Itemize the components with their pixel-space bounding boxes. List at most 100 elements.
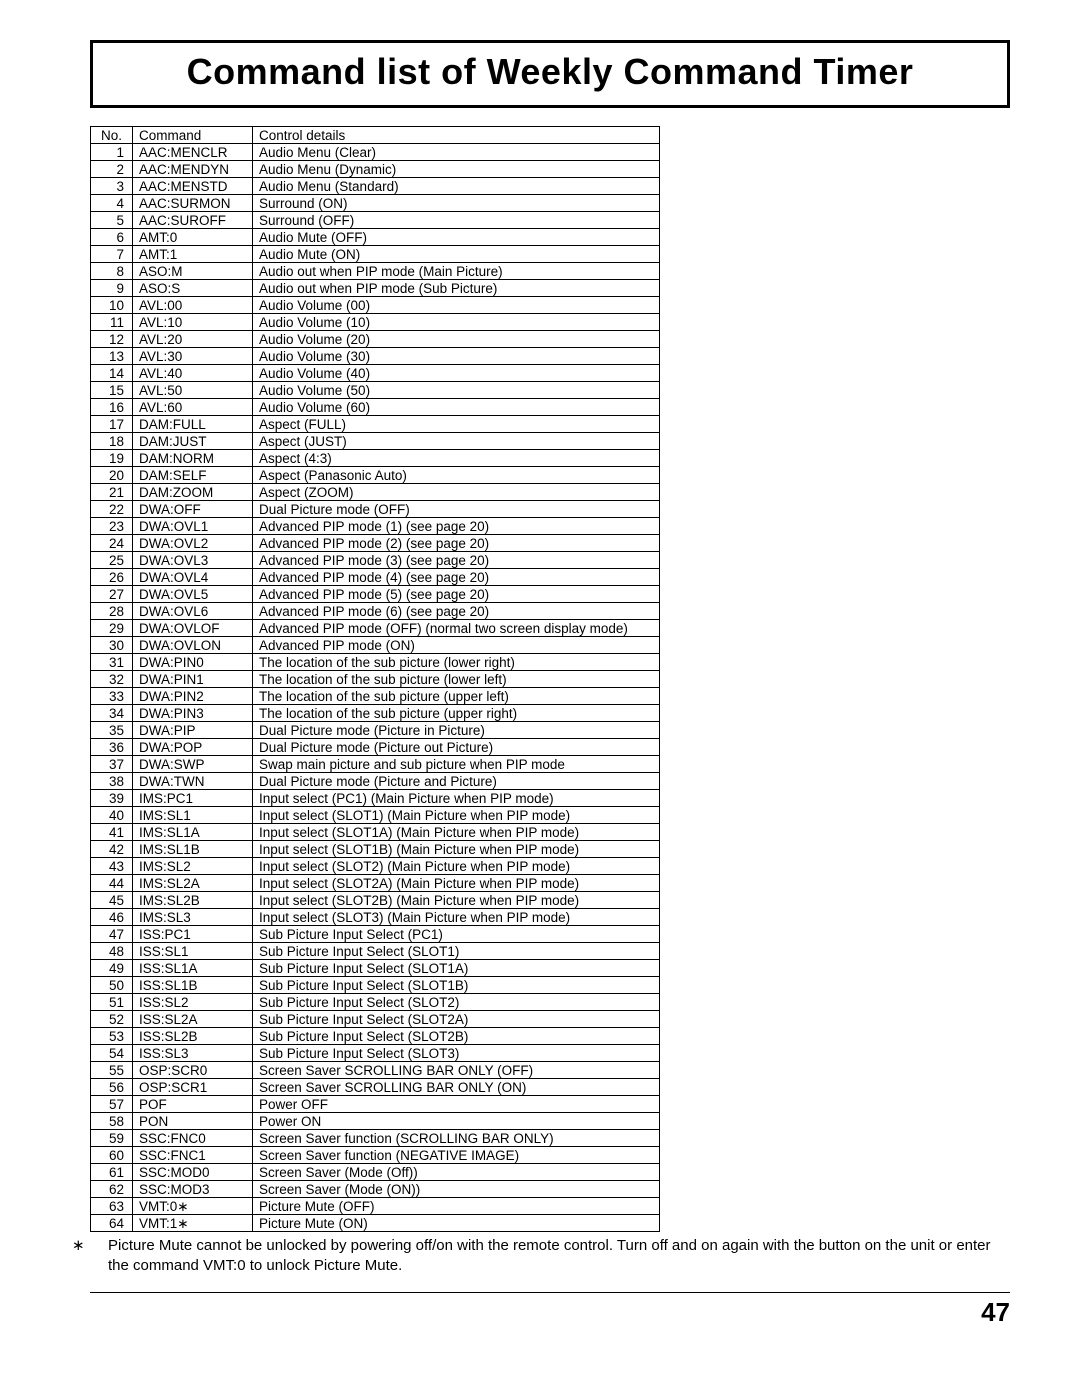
cell-no: 29 <box>91 620 133 637</box>
cell-details: Audio Volume (00) <box>253 297 660 314</box>
cell-no: 43 <box>91 858 133 875</box>
table-row: 62SSC:MOD3Screen Saver (Mode (ON)) <box>91 1181 660 1198</box>
cell-details: Surround (OFF) <box>253 212 660 229</box>
table-row: 11AVL:10Audio Volume (10) <box>91 314 660 331</box>
cell-command: DWA:OVL3 <box>133 552 253 569</box>
cell-details: Dual Picture mode (Picture and Picture) <box>253 773 660 790</box>
cell-no: 60 <box>91 1147 133 1164</box>
table-row: 7AMT:1Audio Mute (ON) <box>91 246 660 263</box>
cell-command: SSC:FNC1 <box>133 1147 253 1164</box>
cell-command: POF <box>133 1096 253 1113</box>
cell-details: Input select (SLOT2A) (Main Picture when… <box>253 875 660 892</box>
table-row: 18DAM:JUSTAspect (JUST) <box>91 433 660 450</box>
cell-command: AAC:SUROFF <box>133 212 253 229</box>
cell-no: 1 <box>91 144 133 161</box>
cell-details: Sub Picture Input Select (SLOT3) <box>253 1045 660 1062</box>
cell-details: Audio Volume (30) <box>253 348 660 365</box>
cell-no: 31 <box>91 654 133 671</box>
cell-details: Aspect (ZOOM) <box>253 484 660 501</box>
footnote-text: Picture Mute cannot be unlocked by power… <box>108 1237 991 1274</box>
cell-no: 16 <box>91 399 133 416</box>
cell-no: 32 <box>91 671 133 688</box>
col-header-no: No. <box>91 127 133 144</box>
cell-command: DWA:OVLOF <box>133 620 253 637</box>
cell-details: Audio out when PIP mode (Sub Picture) <box>253 280 660 297</box>
table-row: 4AAC:SURMONSurround (ON) <box>91 195 660 212</box>
table-row: 42IMS:SL1BInput select (SLOT1B) (Main Pi… <box>91 841 660 858</box>
cell-no: 12 <box>91 331 133 348</box>
cell-details: Sub Picture Input Select (PC1) <box>253 926 660 943</box>
table-row: 59SSC:FNC0Screen Saver function (SCROLLI… <box>91 1130 660 1147</box>
table-row: 31DWA:PIN0The location of the sub pictur… <box>91 654 660 671</box>
cell-no: 55 <box>91 1062 133 1079</box>
cell-no: 23 <box>91 518 133 535</box>
cell-no: 14 <box>91 365 133 382</box>
table-row: 2AAC:MENDYNAudio Menu (Dynamic) <box>91 161 660 178</box>
table-row: 33DWA:PIN2The location of the sub pictur… <box>91 688 660 705</box>
table-row: 39IMS:PC1Input select (PC1) (Main Pictur… <box>91 790 660 807</box>
cell-no: 51 <box>91 994 133 1011</box>
cell-command: IMS:SL1 <box>133 807 253 824</box>
cell-command: ISS:SL2B <box>133 1028 253 1045</box>
cell-details: Aspect (Panasonic Auto) <box>253 467 660 484</box>
cell-command: DWA:POP <box>133 739 253 756</box>
cell-no: 36 <box>91 739 133 756</box>
table-row: 41IMS:SL1AInput select (SLOT1A) (Main Pi… <box>91 824 660 841</box>
cell-details: Sub Picture Input Select (SLOT1) <box>253 943 660 960</box>
cell-no: 56 <box>91 1079 133 1096</box>
cell-details: Advanced PIP mode (ON) <box>253 637 660 654</box>
table-row: 6AMT:0Audio Mute (OFF) <box>91 229 660 246</box>
cell-details: Advanced PIP mode (1) (see page 20) <box>253 518 660 535</box>
footnote-marker: ∗ <box>90 1236 108 1256</box>
cell-no: 42 <box>91 841 133 858</box>
table-row: 27DWA:OVL5Advanced PIP mode (5) (see pag… <box>91 586 660 603</box>
cell-details: Audio Menu (Dynamic) <box>253 161 660 178</box>
cell-no: 52 <box>91 1011 133 1028</box>
table-row: 16AVL:60Audio Volume (60) <box>91 399 660 416</box>
cell-no: 48 <box>91 943 133 960</box>
cell-command: PON <box>133 1113 253 1130</box>
cell-details: Advanced PIP mode (4) (see page 20) <box>253 569 660 586</box>
table-row: 56OSP:SCR1Screen Saver SCROLLING BAR ONL… <box>91 1079 660 1096</box>
cell-details: Swap main picture and sub picture when P… <box>253 756 660 773</box>
cell-command: AAC:MENSTD <box>133 178 253 195</box>
cell-no: 59 <box>91 1130 133 1147</box>
cell-no: 28 <box>91 603 133 620</box>
table-row: 40IMS:SL1Input select (SLOT1) (Main Pict… <box>91 807 660 824</box>
cell-no: 26 <box>91 569 133 586</box>
cell-command: AVL:40 <box>133 365 253 382</box>
cell-no: 2 <box>91 161 133 178</box>
cell-command: ISS:SL2A <box>133 1011 253 1028</box>
cell-details: Aspect (JUST) <box>253 433 660 450</box>
cell-no: 19 <box>91 450 133 467</box>
cell-command: DWA:OVL2 <box>133 535 253 552</box>
cell-details: Aspect (4:3) <box>253 450 660 467</box>
cell-no: 57 <box>91 1096 133 1113</box>
cell-command: AVL:00 <box>133 297 253 314</box>
cell-command: ISS:SL3 <box>133 1045 253 1062</box>
cell-no: 6 <box>91 229 133 246</box>
page-number: 47 <box>90 1297 1010 1328</box>
cell-details: Audio Menu (Standard) <box>253 178 660 195</box>
cell-command: ISS:SL1A <box>133 960 253 977</box>
cell-details: The location of the sub picture (lower l… <box>253 671 660 688</box>
cell-details: Power ON <box>253 1113 660 1130</box>
cell-details: Audio out when PIP mode (Main Picture) <box>253 263 660 280</box>
cell-command: DAM:FULL <box>133 416 253 433</box>
col-header-details: Control details <box>253 127 660 144</box>
cell-details: Dual Picture mode (OFF) <box>253 501 660 518</box>
table-row: 19DAM:NORMAspect (4:3) <box>91 450 660 467</box>
cell-command: DAM:JUST <box>133 433 253 450</box>
table-row: 22DWA:OFFDual Picture mode (OFF) <box>91 501 660 518</box>
table-row: 36DWA:POPDual Picture mode (Picture out … <box>91 739 660 756</box>
cell-no: 4 <box>91 195 133 212</box>
cell-no: 27 <box>91 586 133 603</box>
cell-details: Input select (SLOT1A) (Main Picture when… <box>253 824 660 841</box>
table-row: 5AAC:SUROFFSurround (OFF) <box>91 212 660 229</box>
cell-details: Screen Saver SCROLLING BAR ONLY (OFF) <box>253 1062 660 1079</box>
table-row: 61SSC:MOD0Screen Saver (Mode (Off)) <box>91 1164 660 1181</box>
cell-details: Input select (SLOT1B) (Main Picture when… <box>253 841 660 858</box>
cell-no: 3 <box>91 178 133 195</box>
cell-details: Advanced PIP mode (3) (see page 20) <box>253 552 660 569</box>
cell-command: DWA:SWP <box>133 756 253 773</box>
